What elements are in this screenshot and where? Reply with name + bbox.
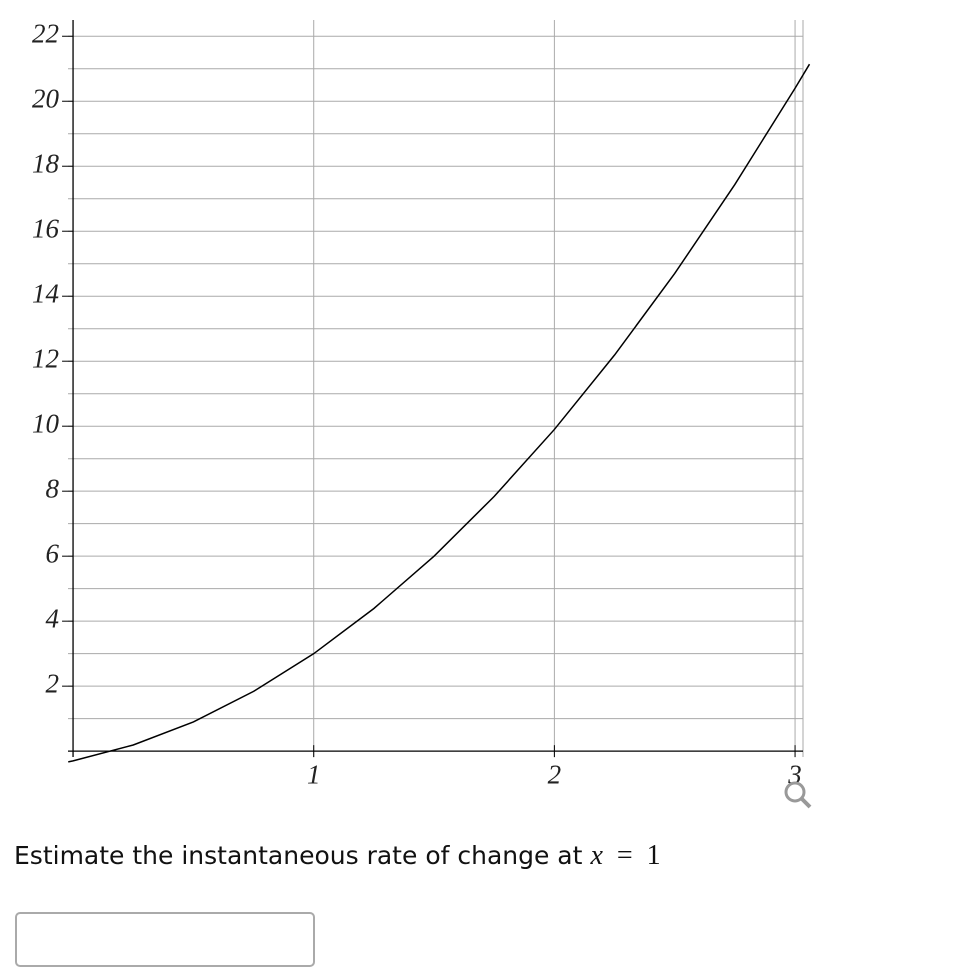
- prompt: Estimate the instantaneous rate of chang…: [14, 841, 583, 870]
- y-tick-label: 6: [46, 538, 60, 568]
- y-tick-label: 10: [32, 408, 60, 438]
- x-tick-label: 2: [548, 759, 562, 789]
- curve: [68, 63, 811, 763]
- y-tick-label: 18: [32, 148, 60, 178]
- y-tick-label: 4: [46, 603, 60, 633]
- answer-input[interactable]: [15, 912, 315, 967]
- y-tick-label: 22: [32, 18, 59, 48]
- y-tick-label: 8: [46, 473, 60, 503]
- x-tick-label: 1: [307, 759, 321, 789]
- math-variable: x: [590, 840, 603, 871]
- y-tick-label: 12: [32, 343, 59, 373]
- y-tick-label: 20: [32, 83, 60, 113]
- math-value: 1: [646, 840, 661, 871]
- y-tick-label: 2: [46, 668, 60, 698]
- zoom-icon[interactable]: [784, 781, 812, 809]
- math-relation: =: [616, 840, 633, 871]
- x-tick-label: 3: [787, 759, 802, 789]
- y-tick-label: 14: [32, 278, 59, 308]
- y-tick-label: 16: [32, 213, 60, 243]
- question: Estimate the instantaneous rate of chang…: [14, 840, 661, 872]
